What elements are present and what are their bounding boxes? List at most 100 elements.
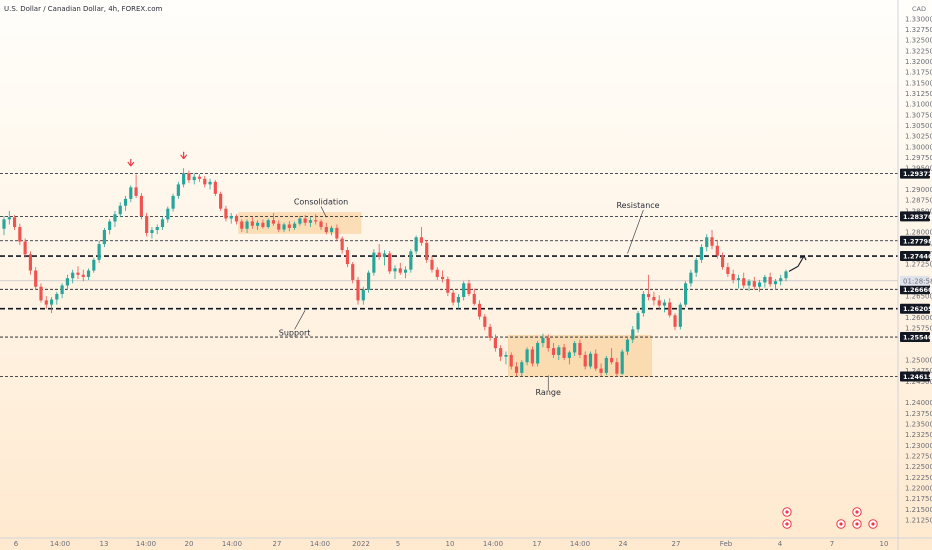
candle-body [60,285,64,294]
candle-body [398,268,402,273]
candle-body [620,351,624,374]
candle-body [160,219,165,228]
candle-body [694,259,698,273]
candle-body [456,296,460,303]
candle-body [266,220,270,228]
y-tick-label: 1.21250 [905,517,932,525]
candle-body [134,187,138,196]
y-tick-label: 1.32250 [905,47,932,55]
x-tick-label: 14:00 [136,540,156,548]
y-tick-label: 1.24750 [905,367,932,375]
level-price-tag [900,211,930,222]
y-tick-label: 1.30750 [905,111,932,119]
candle-body [171,195,175,209]
candle-body [12,217,17,228]
candle-body [673,315,677,327]
candle-body [382,253,387,257]
y-tick-label: 1.26500 [905,293,932,301]
candle-body [229,215,233,219]
candle-body [757,282,762,287]
y-tick-label: 1.29000 [905,186,932,194]
candle-body [108,221,112,231]
candle-body [356,279,360,301]
candle-body [525,349,529,363]
candle-body [784,271,788,279]
candle-body [710,237,714,246]
candle-body [736,278,741,280]
candle-body [731,273,735,280]
projection-arrow [788,255,805,272]
current-price-label: 01:28:58 [903,277,932,285]
y-tick-label: 1.24000 [905,399,932,407]
level-price-label: 1.27798 [903,237,932,245]
y-tick-label: 1.22250 [905,474,932,482]
y-tick-label: 1.21500 [905,506,932,514]
candle-body [684,283,688,305]
candle-body [440,276,445,280]
candle-body [409,251,413,270]
candle-body [39,286,43,301]
candle-body [345,250,350,265]
candle-body [615,362,619,374]
x-tick-label: 7 [830,540,834,548]
y-tick-label: 1.31750 [905,69,932,77]
candle-body [588,353,593,367]
x-tick-label: 10 [880,540,889,548]
candle-body [499,348,503,357]
candle-body [23,241,27,255]
candle-body [631,329,635,340]
candle-body [7,217,11,220]
candle-body [44,300,48,305]
candle-body [779,278,783,282]
candle-body [150,230,154,234]
x-tick-label: 24 [619,540,628,548]
level-price-tag [900,235,930,246]
candle-body [715,245,719,256]
y-tick-label: 1.23750 [905,410,932,418]
candle-body [250,221,254,226]
candle-body [583,354,587,367]
event-flag-dot [785,522,789,526]
candle-body [92,259,96,271]
candle-body [277,223,281,230]
projection-arrow-head [799,255,807,261]
y-tick-label: 1.22500 [905,463,932,471]
candle-body [430,259,434,270]
level-price-tag [900,168,930,179]
candle-body [372,252,376,273]
candle-body [330,227,334,233]
candle-body [578,343,582,355]
candle-body [187,173,191,181]
x-tick-label: 4 [778,540,783,548]
y-tick-label: 1.31500 [905,79,932,87]
candle-body [351,264,355,280]
y-tick-label: 1.23000 [905,442,932,450]
annotation-label: Consolidation [294,197,348,206]
level-price-label: 1.27440 [903,253,932,261]
y-tick-label: 1.30500 [905,122,932,130]
candle-body [567,352,571,358]
x-tick-label: 20 [185,540,194,548]
candle-body [636,313,640,330]
candle-body [557,347,561,355]
candle-body [388,253,392,272]
candle-body [287,224,291,228]
event-flag-dot [839,522,843,526]
candle-body [403,269,408,273]
y-tick-label: 1.21750 [905,495,932,503]
level-price-tag [900,251,930,262]
candle-body [113,214,117,222]
y-tick-label: 1.31250 [905,90,932,98]
y-tick-label: 1.25000 [905,357,932,365]
candle-body [678,304,682,327]
candle-body [293,223,297,228]
candle-body [488,326,492,338]
x-tick-label: 14:00 [50,540,70,548]
candle-body [208,181,212,185]
candle-body [145,215,149,234]
annotation-pointer [294,310,306,330]
candle-body [129,187,133,199]
candle-body [118,205,122,215]
